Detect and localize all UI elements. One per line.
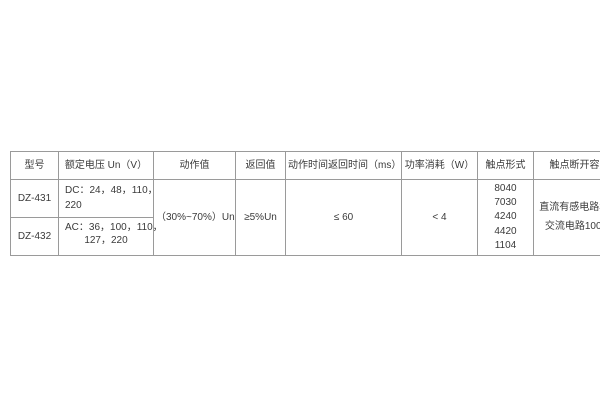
cell-model-dz431: DZ-431 xyxy=(10,179,59,218)
column-header-contact-form: 触点形式 xyxy=(477,151,534,180)
capacity-line-ac: 交流电路100VA xyxy=(544,221,600,233)
column-header-contact-capacity: 触点断开容量 xyxy=(533,151,600,180)
cell-contact-capacity: 直流有感电路30W 交流电路100VA xyxy=(533,179,600,256)
voltage-dc-line2: 220 xyxy=(65,200,82,212)
table-row: DZ-432 AC：36，100，110， 127，220 xyxy=(10,216,600,256)
cell-voltage-dz431: DC：24，48，110， 220 xyxy=(58,179,158,218)
contact-form-item: 4240 xyxy=(494,211,517,223)
cell-power-value: < 4 xyxy=(401,179,478,256)
contact-form-item: 1104 xyxy=(494,239,517,251)
cell-timing-value: ≤ 60 xyxy=(285,179,402,256)
cell-contact-forms: 8040 7030 4240 4420 1104 xyxy=(477,179,534,256)
table-header-row: 型号 额定电压 Un（V） 动作值 返回值 动作时间返回时间（ms） 功率消耗（… xyxy=(10,151,600,180)
table-row: DZ-431 DC：24，48，110， 220 （30%~70%）Un ≥5%… xyxy=(10,179,600,256)
column-header-model: 型号 xyxy=(10,151,59,180)
voltage-ac-line2: 127，220 xyxy=(84,235,128,247)
cell-dropout-value: ≥5%Un xyxy=(235,179,286,256)
column-header-voltage: 额定电压 Un（V） xyxy=(58,151,154,180)
column-header-power: 功率消耗（W） xyxy=(401,151,478,180)
cell-model-dz432: DZ-432 xyxy=(10,216,59,256)
voltage-ac-line1: AC：36，100，110， xyxy=(65,221,163,233)
capacity-line-dc: 直流有感电路30W xyxy=(539,202,600,214)
voltage-dc-line1: DC：24，48，110， xyxy=(65,184,158,196)
column-header-pickup: 动作值 xyxy=(153,151,236,180)
relay-specification-table: 型号 额定电压 Un（V） 动作值 返回值 动作时间返回时间（ms） 功率消耗（… xyxy=(10,151,600,256)
contact-form-item: 8040 xyxy=(494,183,517,194)
contact-form-item: 7030 xyxy=(494,197,517,209)
column-header-timing: 动作时间返回时间（ms） xyxy=(285,151,402,180)
contact-form-item: 4420 xyxy=(494,225,517,237)
cell-pickup-value: （30%~70%）Un xyxy=(153,179,236,256)
column-header-dropout: 返回值 xyxy=(235,151,286,180)
cell-voltage-dz432: AC：36，100，110， 127，220 xyxy=(58,216,163,256)
